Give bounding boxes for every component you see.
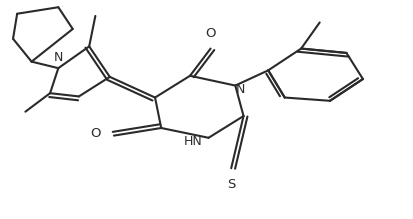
Text: N: N xyxy=(235,83,244,96)
Text: O: O xyxy=(90,127,101,140)
Text: S: S xyxy=(227,178,235,191)
Text: O: O xyxy=(205,27,216,40)
Text: HN: HN xyxy=(184,134,202,148)
Text: N: N xyxy=(54,51,63,64)
